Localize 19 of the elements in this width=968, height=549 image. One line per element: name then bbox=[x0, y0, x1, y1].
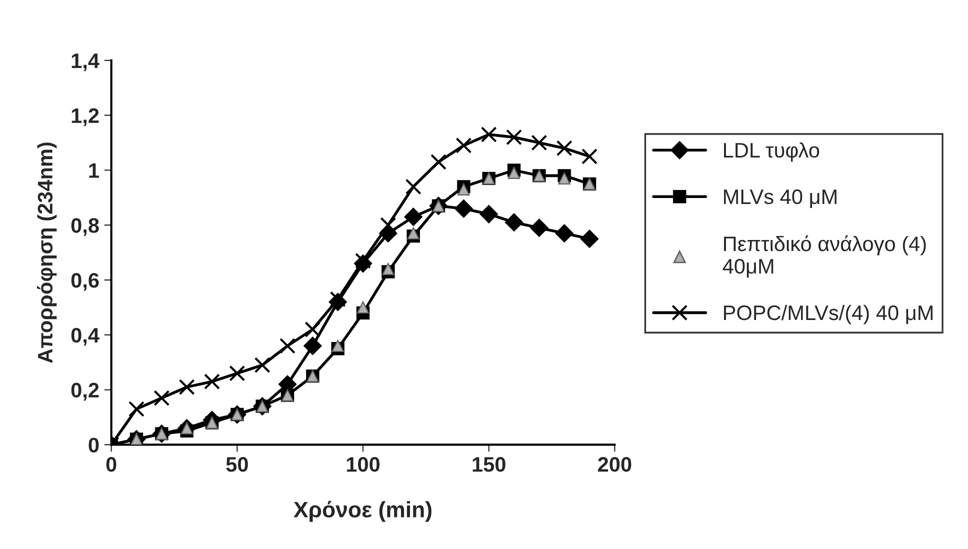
legend-label: POPC/MLVs/(4) 40 μM bbox=[724, 304, 933, 324]
x-axis-title: Χρόνοε (min) bbox=[294, 500, 432, 522]
y-tick-label: 0,2 bbox=[71, 382, 99, 401]
y-tick-label: 1 bbox=[89, 163, 99, 178]
x-tick-label: 100 bbox=[346, 457, 380, 472]
legend-label: LDL τυφλο bbox=[724, 142, 820, 162]
y-tick-label: 0 bbox=[88, 438, 99, 452]
legend-label: MLVs 40 μM bbox=[724, 189, 836, 208]
legend-label: Πεπτιδικό ανάλογο (4) 40μM bbox=[722, 235, 926, 278]
x-tick-label: 200 bbox=[598, 457, 632, 472]
x-tick-label: 50 bbox=[226, 457, 248, 472]
y-tick-label: 0,8 bbox=[71, 218, 99, 236]
y-tick-label: 1,2 bbox=[72, 108, 99, 126]
x-tick-label: 150 bbox=[472, 457, 506, 472]
y-axis-title: Απορρόφηση (234nm) bbox=[37, 142, 57, 363]
x-tick-label: 0 bbox=[106, 457, 116, 472]
y-tick-label: 0,6 bbox=[71, 272, 99, 291]
y-tick-label: 0,4 bbox=[71, 328, 100, 346]
y-tick-label: 1,4 bbox=[72, 54, 100, 72]
